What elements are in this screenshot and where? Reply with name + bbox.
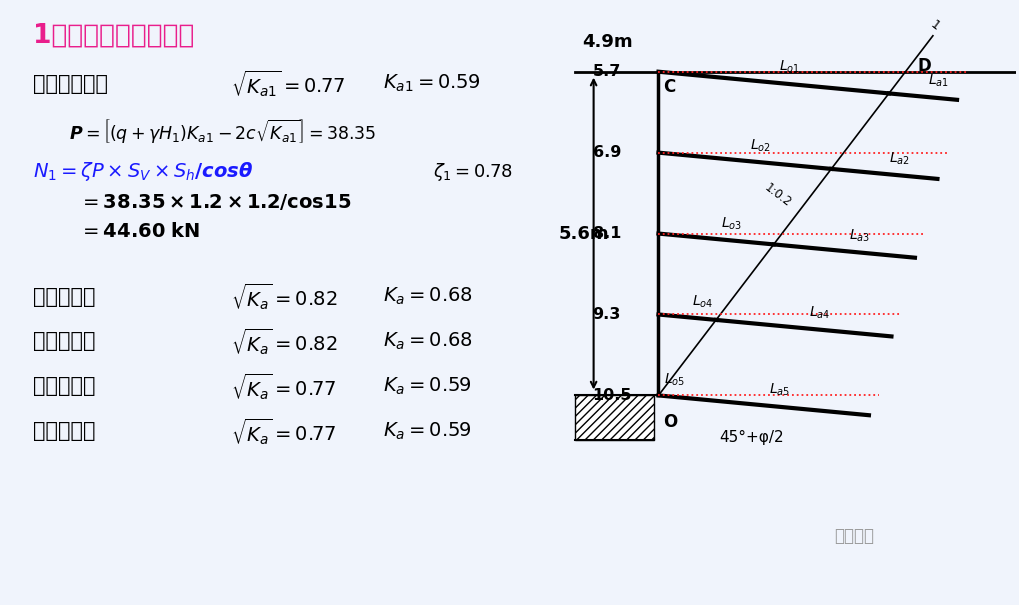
Text: 第三道土钉: 第三道土钉 (34, 332, 96, 352)
Text: 第四道土钉: 第四道土钉 (34, 376, 96, 396)
Text: 45°+φ/2: 45°+φ/2 (719, 430, 784, 445)
Text: 5.6m: 5.6m (558, 224, 608, 243)
Text: $L_{a2}$: $L_{a2}$ (890, 150, 910, 167)
Text: 9.3: 9.3 (593, 307, 621, 322)
Text: $\boldsymbol{K_a}=0.68$: $\boldsymbol{K_a}=0.68$ (383, 331, 473, 352)
Text: $\sqrt{K_a}=0.77$: $\sqrt{K_a}=0.77$ (230, 416, 336, 447)
Text: $L_{a1}$: $L_{a1}$ (928, 73, 949, 90)
Text: 1:0.2: 1:0.2 (761, 181, 794, 209)
Text: $=\mathbf{38.35\times 1.2\times 1.2/cos15}$: $=\mathbf{38.35\times 1.2\times 1.2/cos1… (78, 192, 352, 212)
Text: 8.1: 8.1 (593, 226, 621, 241)
Text: $\boldsymbol{K_a}=0.59$: $\boldsymbol{K_a}=0.59$ (383, 376, 472, 397)
Text: 第五道土钉: 第五道土钉 (34, 421, 96, 442)
Text: $L_{a3}$: $L_{a3}$ (850, 227, 870, 244)
Text: $\boldsymbol{P}=\left[(q+\gamma H_1)K_{a1}-2c\sqrt{K_{a1}}\right]=38.35$: $\boldsymbol{P}=\left[(q+\gamma H_1)K_{a… (68, 117, 376, 146)
Text: $\boldsymbol{K_a}=0.59$: $\boldsymbol{K_a}=0.59$ (383, 420, 472, 442)
Bar (576, 396, 654, 440)
Text: $\sqrt{K_a}=0.82$: $\sqrt{K_a}=0.82$ (230, 281, 337, 312)
Text: $L_{a4}$: $L_{a4}$ (809, 304, 830, 321)
Text: $=\mathbf{44.60\ kN}$: $=\mathbf{44.60\ kN}$ (78, 222, 200, 241)
Text: C: C (663, 77, 676, 96)
Text: 筑龙岩土: 筑龙岩土 (834, 528, 874, 545)
Text: 第二道土钉: 第二道土钉 (34, 287, 96, 307)
Text: 10.5: 10.5 (593, 388, 632, 403)
Text: $L_{o4}$: $L_{o4}$ (692, 293, 713, 310)
Text: 4.9m: 4.9m (583, 33, 633, 51)
Text: $\sqrt{K_{a1}}=0.77$: $\sqrt{K_{a1}}=0.77$ (230, 68, 345, 99)
Text: $\zeta_1=0.78$: $\zeta_1=0.78$ (433, 161, 514, 183)
Text: $L_{o5}$: $L_{o5}$ (663, 372, 685, 388)
Text: 6.9: 6.9 (593, 145, 621, 160)
Text: $\sqrt{K_a}=0.77$: $\sqrt{K_a}=0.77$ (230, 371, 336, 402)
Text: $\boldsymbol{N_1}=\zeta P\times S_V\times S_h\boldsymbol{/cos\theta}$: $\boldsymbol{N_1}=\zeta P\times S_V\time… (34, 160, 254, 183)
Text: $L_{o1}$: $L_{o1}$ (779, 59, 800, 76)
Text: D: D (918, 57, 931, 75)
Text: $L_{a5}$: $L_{a5}$ (768, 382, 790, 398)
Text: $L_{o3}$: $L_{o3}$ (721, 215, 742, 232)
Text: O: O (663, 413, 678, 431)
Text: 5.7: 5.7 (593, 64, 621, 79)
Text: 1: 1 (928, 18, 942, 33)
Text: $L_{o2}$: $L_{o2}$ (750, 137, 770, 154)
Text: $\boldsymbol{K_{a1}}=0.59$: $\boldsymbol{K_{a1}}=0.59$ (383, 73, 480, 94)
Text: $\boldsymbol{K_a}=0.68$: $\boldsymbol{K_a}=0.68$ (383, 286, 473, 307)
Text: $\sqrt{K_a}=0.82$: $\sqrt{K_a}=0.82$ (230, 326, 337, 357)
Text: 1、土钉受土压力验算: 1、土钉受土压力验算 (34, 23, 195, 49)
Text: 第一道土钉：: 第一道土钉： (34, 74, 108, 94)
